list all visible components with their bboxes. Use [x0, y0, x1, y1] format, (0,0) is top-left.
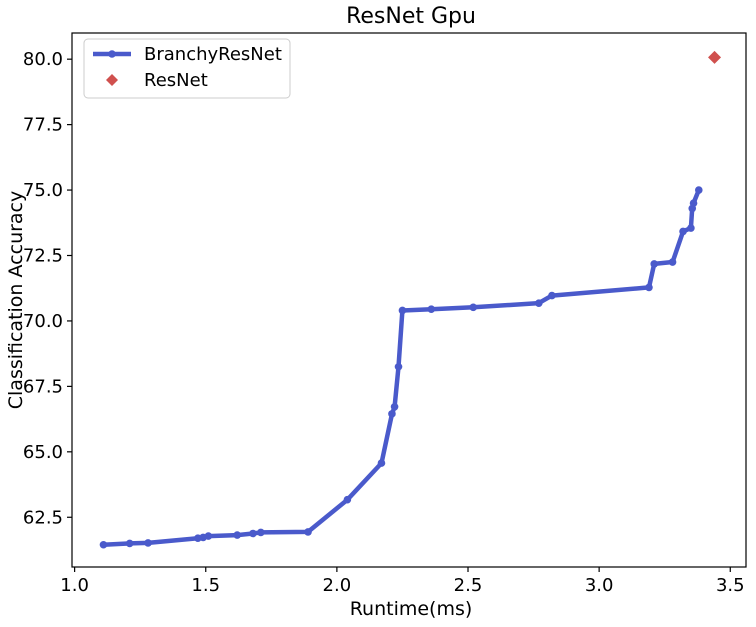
data-point-branchyresnet	[257, 528, 265, 537]
y-axis: 62.5 65.0 67.5 70.0 72.5 75.0 77.5 80.0	[23, 49, 72, 528]
data-point-branchyresnet	[125, 539, 134, 548]
data-point-branchyresnet	[694, 186, 703, 194]
chart-title: ResNet Gpu	[346, 4, 476, 29]
y-tick-label: 67.5	[23, 376, 63, 397]
series-layer	[99, 50, 722, 549]
data-point-branchyresnet	[233, 531, 242, 539]
y-tick-label: 75.0	[23, 180, 63, 201]
data-point-branchyresnet	[427, 305, 436, 313]
plot-frame	[71, 32, 747, 568]
legend-box	[83, 38, 291, 99]
y-tick-label: 65.0	[23, 442, 63, 463]
data-point-branchyresnet	[99, 540, 108, 549]
legend-marker-branchyresnet	[108, 50, 116, 58]
x-tick-label: 3.0	[585, 575, 614, 596]
data-point-branchyresnet	[679, 227, 687, 236]
data-point-branchyresnet	[645, 283, 653, 292]
data-point-branchyresnet	[304, 528, 312, 536]
data-point-branchyresnet	[548, 291, 556, 300]
x-axis-label: Runtime(ms)	[350, 598, 473, 620]
x-tick-label: 2.0	[323, 575, 352, 596]
data-point-branchyresnet	[535, 299, 543, 307]
data-point-branchyresnet	[377, 459, 386, 467]
y-tick-label: 72.5	[23, 246, 63, 267]
data-point-branchyresnet	[144, 539, 152, 547]
data-point-branchyresnet	[398, 306, 407, 315]
data-point-branchyresnet	[204, 532, 213, 540]
data-point-branchyresnet	[650, 260, 659, 268]
x-tick-label: 1.5	[191, 575, 220, 596]
data-point-branchyresnet	[343, 495, 352, 504]
legend-label-resnet: ResNet	[144, 70, 208, 91]
data-point-resnet	[708, 50, 722, 64]
x-tick-label: 1.0	[60, 575, 89, 596]
legend-marker-resnet	[106, 74, 118, 86]
data-point-branchyresnet	[390, 403, 399, 411]
y-tick-label: 77.5	[23, 115, 63, 136]
legend-label-branchyresnet: BranchyResNet	[144, 44, 282, 65]
x-tick-label: 3.5	[716, 575, 745, 596]
data-point-branchyresnet	[388, 410, 396, 418]
y-axis-label: Classification Accuracy	[5, 191, 27, 410]
data-point-branchyresnet	[249, 529, 257, 538]
y-tick-label: 80.0	[23, 49, 63, 70]
data-point-branchyresnet	[469, 303, 478, 312]
data-point-branchyresnet	[394, 362, 403, 371]
legend: BranchyResNet ResNet	[83, 38, 291, 99]
y-tick-label: 70.0	[23, 311, 63, 332]
x-axis: 1.0 1.5 2.0 2.5 3.0 3.5	[60, 567, 745, 596]
data-point-branchyresnet	[689, 199, 698, 207]
y-tick-label: 62.5	[23, 507, 63, 528]
data-point-branchyresnet	[668, 258, 677, 266]
x-tick-label: 2.5	[454, 575, 483, 596]
data-point-branchyresnet	[687, 224, 695, 232]
